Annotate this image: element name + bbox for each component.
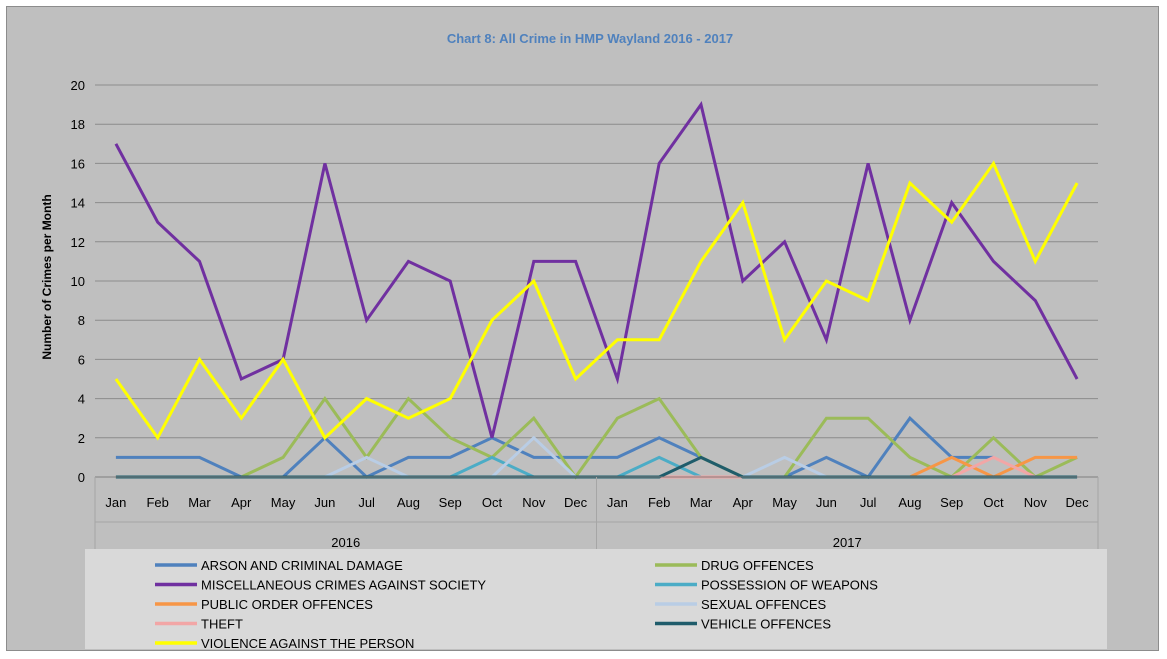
x-tick-label: Nov <box>522 495 546 510</box>
y-tick-label: 12 <box>71 235 85 250</box>
x-tick-label: May <box>772 495 797 510</box>
x-tick-label: May <box>271 495 296 510</box>
x-group-label: 2017 <box>833 535 862 550</box>
x-tick-label: Mar <box>690 495 713 510</box>
x-tick-label: Dec <box>564 495 588 510</box>
x-tick-label: Apr <box>231 495 252 510</box>
legend-label: VEHICLE OFFENCES <box>701 617 831 632</box>
x-tick-label: Jan <box>607 495 628 510</box>
x-axis: Jan Feb Mar Apr May Jun Jul Aug Sep Oct Nov Dec Jan F… <box>94 476 1099 555</box>
y-tick-label: 2 <box>78 431 85 446</box>
x-tick-label: Jul <box>860 495 877 510</box>
y-tick-label: 6 <box>78 352 85 367</box>
legend-label: VIOLENCE AGAINST THE PERSON <box>201 636 414 651</box>
x-tick-label: Aug <box>397 495 420 510</box>
gridlines <box>95 84 1098 478</box>
x-tick-label: Oct <box>983 495 1004 510</box>
x-tick-label: Aug <box>898 495 921 510</box>
chart-frame: Chart 8: All Crime in HMP Wayland 2016 -… <box>6 6 1159 651</box>
legend: ARSON AND CRIMINAL DAMAGE DRUG OFFENCES MI… <box>85 549 1107 651</box>
x-tick-label: Oct <box>482 495 503 510</box>
x-tick-label: Feb <box>648 495 670 510</box>
y-tick-label: 8 <box>78 313 85 328</box>
x-tick-label: Apr <box>733 495 754 510</box>
x-tick-label: Jul <box>358 495 375 510</box>
legend-label: SEXUAL OFFENCES <box>701 597 827 612</box>
legend-label: THEFT <box>201 617 243 632</box>
y-tick-label: 20 <box>71 78 85 93</box>
legend-label: PUBLIC ORDER OFFENCES <box>201 597 373 612</box>
x-tick-label: Nov <box>1024 495 1048 510</box>
y-tick-labels: 0 2 4 6 8 10 12 14 16 18 20 <box>71 78 85 485</box>
x-tick-label: Jun <box>816 495 837 510</box>
y-tick-label: 4 <box>78 392 85 407</box>
y-axis-label: Number of Crimes per Month <box>40 194 54 359</box>
x-tick-label: Jun <box>314 495 335 510</box>
legend-label: POSSESSION OF WEAPONS <box>701 578 878 593</box>
x-group-label: 2016 <box>331 535 360 550</box>
y-tick-label: 16 <box>71 156 85 171</box>
x-tick-label: Dec <box>1066 495 1090 510</box>
x-tick-label: Sep <box>940 495 963 510</box>
legend-box <box>85 549 1107 649</box>
legend-label: ARSON AND CRIMINAL DAMAGE <box>201 558 403 573</box>
x-tick-label: Mar <box>188 495 211 510</box>
series-line-miscellaneous-crimes-against-society <box>114 101 1079 439</box>
series-line-drug-offences <box>115 396 1078 480</box>
x-tick-label: Feb <box>146 495 168 510</box>
legend-label: DRUG OFFENCES <box>701 558 814 573</box>
x-tick-label: Jan <box>105 495 126 510</box>
y-tick-label: 10 <box>71 274 85 289</box>
y-tick-label: 14 <box>71 196 85 211</box>
chart-title: Chart 8: All Crime in HMP Wayland 2016 -… <box>447 31 733 46</box>
chart-svg: Chart 8: All Crime in HMP Wayland 2016 -… <box>40 31 1107 651</box>
x-tick-label: Sep <box>439 495 462 510</box>
series-line-violence-against-the-person <box>114 160 1079 441</box>
legend-label: MISCELLANEOUS CRIMES AGAINST SOCIETY <box>201 578 486 593</box>
y-tick-label: 0 <box>78 470 85 485</box>
y-tick-label: 18 <box>71 117 85 132</box>
